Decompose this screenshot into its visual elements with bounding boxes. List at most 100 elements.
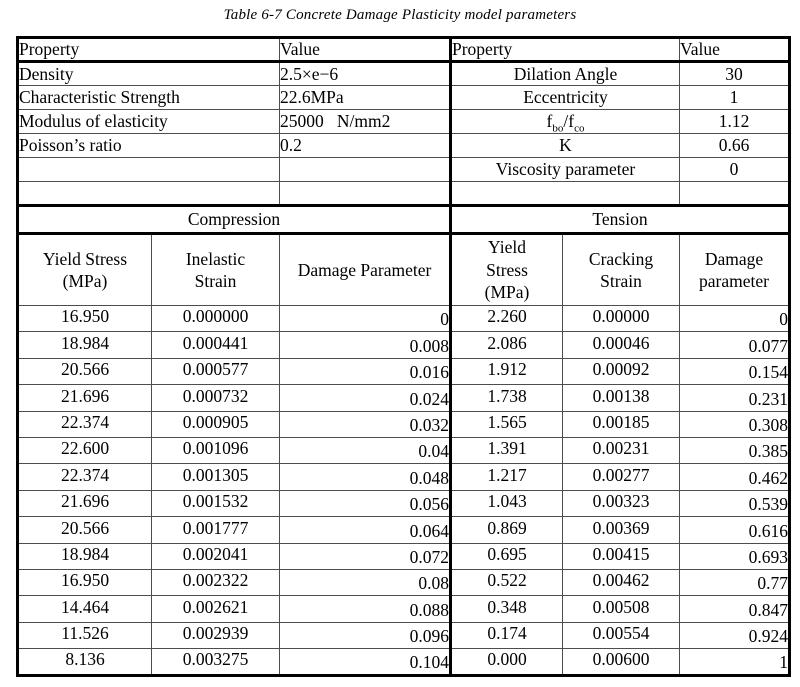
tension-cracking-strain-cell: 0.00092	[562, 357, 680, 386]
compression-inelastic-strain-cell: 0.001777	[151, 516, 280, 544]
tension-yield-stress-cell: 1.565	[449, 410, 563, 438]
property-value-cell: 1	[679, 85, 790, 110]
fbo-fco-ratio-cell: fbo/fco	[449, 109, 680, 134]
table-row: 16.950 0.000000 0 2.260 0.00000 0	[17, 304, 790, 333]
property-value-cell	[279, 181, 451, 206]
tension-yield-stress-cell: 0.869	[449, 516, 563, 544]
property-name-cell: Dilation Angle	[449, 61, 680, 86]
tension-cracking-strain-cell: 0.00323	[562, 489, 680, 518]
tension-damage-parameter-cell: 0.462	[679, 463, 790, 491]
table-row: 11.526 0.002939 0.096 0.174 0.00554 0.92…	[17, 621, 790, 650]
property-name-cell: Density	[17, 61, 280, 86]
document-page: Table 6-7 Concrete Damage Plasticity mod…	[0, 7, 800, 687]
column-header-row: Yield Stress (MPa) Inelastic Strain Dama…	[17, 233, 790, 306]
tension-damage-parameter-cell: 0.385	[679, 436, 790, 465]
tension-yield-stress-cell: 1.217	[449, 463, 563, 491]
tension-yield-stress-cell: 1.391	[449, 436, 563, 465]
compression-inelastic-strain-cell: 0.000732	[151, 384, 280, 412]
compression-inelastic-strain-cell: 0.002939	[151, 621, 280, 650]
tension-cracking-strain-cell: 0.00508	[562, 595, 680, 623]
tension-yield-stress-header: Yield Stress (MPa)	[449, 233, 563, 306]
compression-damage-parameter-cell: 0.072	[279, 542, 451, 570]
table-row: 14.464 0.002621 0.088 0.348 0.00508 0.84…	[17, 595, 790, 623]
value-header-right: Value	[679, 37, 790, 63]
tension-section-header: Tension	[449, 204, 790, 235]
table-row: 20.566 0.001777 0.064 0.869 0.00369 0.61…	[17, 516, 790, 544]
compression-damage-parameter-cell: 0.016	[279, 357, 451, 386]
property-name-cell: Viscosity parameter	[449, 157, 680, 182]
property-header-right: Property	[449, 37, 680, 63]
property-value-cell: 1.12	[679, 109, 790, 134]
table-row: 21.696 0.000732 0.024 1.738 0.00138 0.23…	[17, 384, 790, 412]
fbo-subscript: bo	[552, 122, 564, 134]
compression-damage-parameter-cell: 0	[279, 304, 451, 333]
property-name-cell: K	[449, 133, 680, 158]
compression-inelastic-strain-cell: 0.002041	[151, 542, 280, 570]
value-header-left: Value	[279, 37, 451, 63]
property-value-cell: 0	[679, 157, 790, 182]
tension-yield-stress-cell: 1.043	[449, 489, 563, 518]
table-row: 21.696 0.001532 0.056 1.043 0.00323 0.53…	[17, 489, 790, 518]
property-name-cell: Characteristic Strength	[17, 85, 280, 110]
compression-section-header: Compression	[17, 204, 451, 235]
tension-damage-parameter-cell: 0.77	[679, 568, 790, 597]
tension-cracking-strain-cell: 0.00462	[562, 568, 680, 597]
table-row: Poisson’s ratio 0.2 K 0.66	[17, 133, 790, 158]
table-row: Viscosity parameter 0	[17, 157, 790, 182]
tension-cracking-strain-cell: 0.00046	[562, 331, 680, 359]
compression-damage-parameter-cell: 0.104	[279, 648, 451, 677]
table-row: 22.600 0.001096 0.04 1.391 0.00231 0.385	[17, 436, 790, 465]
table-row: Characteristic Strength 22.6MPa Eccentri…	[17, 85, 790, 110]
table-row	[17, 181, 790, 206]
property-header-left: Property	[17, 37, 280, 63]
tension-cracking-strain-header: Cracking Strain	[562, 233, 680, 306]
compression-yield-stress-cell: 20.566	[17, 516, 152, 544]
compression-yield-stress-cell: 22.374	[17, 410, 152, 438]
compression-damage-parameter-cell: 0.096	[279, 621, 451, 650]
tension-yield-stress-cell: 2.260	[449, 304, 563, 333]
compression-yield-stress-header: Yield Stress (MPa)	[17, 233, 152, 306]
compression-yield-stress-cell: 11.526	[17, 621, 152, 650]
tension-cracking-strain-cell: 0.00600	[562, 648, 680, 677]
compression-inelastic-strain-cell: 0.000577	[151, 357, 280, 386]
property-value-cell: 0.66	[679, 133, 790, 158]
table-row: Modulus of elasticity 25000 N/mm2 fbo/fc…	[17, 109, 790, 134]
tension-damage-parameter-cell: 0.616	[679, 516, 790, 544]
compression-yield-stress-cell: 21.696	[17, 384, 152, 412]
tension-yield-stress-cell: 1.912	[449, 357, 563, 386]
tension-yield-stress-cell: 0.000	[449, 648, 563, 677]
tension-yield-stress-cell: 0.695	[449, 542, 563, 570]
compression-yield-stress-cell: 16.950	[17, 568, 152, 597]
tension-damage-parameter-cell: 0	[679, 304, 790, 333]
property-value-cell: 22.6MPa	[279, 85, 451, 110]
tension-cracking-strain-cell: 0.00369	[562, 516, 680, 544]
compression-damage-parameter-cell: 0.032	[279, 410, 451, 438]
fbo-fco-part: /f	[563, 111, 575, 131]
top-properties-section: Property Value Property Value Density 2.…	[17, 37, 790, 306]
tension-damage-parameter-cell: 0.077	[679, 331, 790, 359]
tension-damage-parameter-cell: 0.231	[679, 384, 790, 412]
compression-yield-stress-cell: 18.984	[17, 542, 152, 570]
tension-cracking-strain-cell: 0.00415	[562, 542, 680, 570]
compression-inelastic-strain-cell: 0.002322	[151, 568, 280, 597]
compression-damage-parameter-cell: 0.08	[279, 568, 451, 597]
property-name-cell	[449, 181, 680, 206]
property-value-cell: 25000 N/mm2	[279, 109, 451, 134]
table-row: 22.374 0.000905 0.032 1.565 0.00185 0.30…	[17, 410, 790, 438]
property-name-cell	[17, 157, 280, 182]
tension-damage-parameter-cell: 0.308	[679, 410, 790, 438]
cdp-parameters-table: Property Value Property Value Density 2.…	[16, 36, 791, 678]
tension-yield-stress-cell: 2.086	[449, 331, 563, 359]
compression-inelastic-strain-cell: 0.000905	[151, 410, 280, 438]
tension-damage-parameter-cell: 0.693	[679, 542, 790, 570]
property-value-cell: 2.5×e−6	[279, 61, 451, 86]
compression-yield-stress-cell: 14.464	[17, 595, 152, 623]
compression-damage-parameter-cell: 0.048	[279, 463, 451, 491]
compression-yield-stress-cell: 21.696	[17, 489, 152, 518]
compression-yield-stress-cell: 16.950	[17, 304, 152, 333]
table-caption: Table 6-7 Concrete Damage Plasticity mod…	[223, 7, 577, 23]
tension-yield-stress-cell: 0.348	[449, 595, 563, 623]
compression-inelastic-strain-cell: 0.001305	[151, 463, 280, 491]
compression-yield-stress-cell: 18.984	[17, 331, 152, 359]
tension-cracking-strain-cell: 0.00231	[562, 436, 680, 465]
